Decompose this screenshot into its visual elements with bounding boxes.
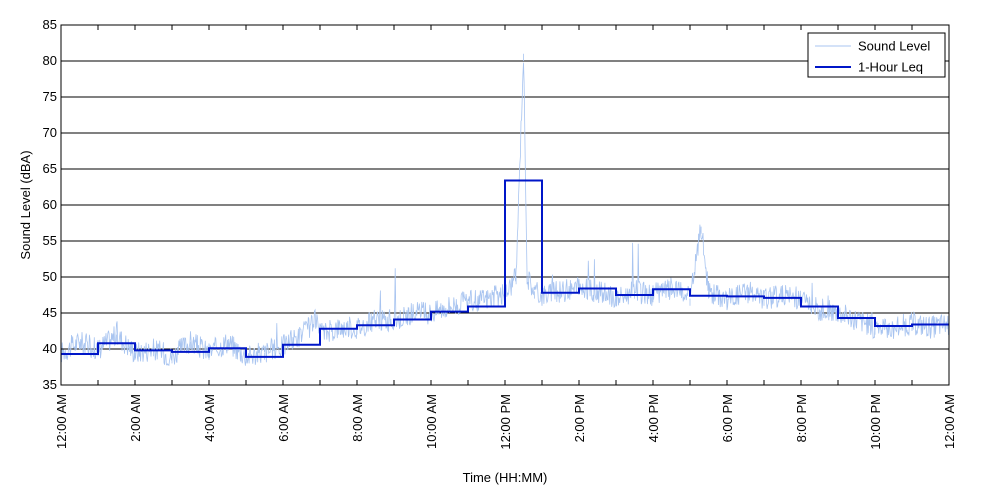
x-tick-label: 4:00 AM	[202, 394, 217, 442]
y-tick-label: 60	[43, 197, 57, 212]
x-tick-label: 2:00 PM	[572, 394, 587, 442]
legend: Sound Level 1-Hour Leq	[807, 32, 946, 78]
y-tick-label: 55	[43, 233, 57, 248]
x-tick-label: 12:00 PM	[498, 394, 513, 450]
x-tick-label: 12:00 AM	[942, 394, 957, 449]
y-tick-label: 70	[43, 125, 57, 140]
legend-label-leq: 1-Hour Leq	[858, 60, 923, 75]
y-tick-label: 40	[43, 341, 57, 356]
y-axis-label: Sound Level (dBA)	[18, 150, 33, 259]
x-tick-label: 6:00 PM	[720, 394, 735, 442]
y-tick-label: 50	[43, 269, 57, 284]
legend-box	[807, 32, 946, 78]
y-tick-label: 65	[43, 161, 57, 176]
y-tick-label: 75	[43, 89, 57, 104]
x-tick-label: 8:00 AM	[350, 394, 365, 442]
x-axis-label: Time (HH:MM)	[463, 470, 548, 485]
series-1-hour-leq	[61, 179, 949, 358]
x-tick-label: 4:00 PM	[646, 394, 661, 442]
x-tick-label: 6:00 AM	[276, 394, 291, 442]
y-tick-label: 85	[43, 17, 57, 32]
x-tick-label: 8:00 PM	[794, 394, 809, 442]
x-tick-label: 2:00 AM	[128, 394, 143, 442]
ticks: 35 40 45 50 55 60 65 70 75 80 85 12:00 AM 2:00 AM 4:0…	[43, 17, 957, 450]
x-tick-label: 10:00 AM	[424, 394, 439, 449]
legend-label-sound-level: Sound Level	[858, 39, 930, 54]
y-tick-label: 80	[43, 53, 57, 68]
x-tick-label: 12:00 AM	[54, 394, 69, 449]
series-layer	[60, 53, 950, 367]
x-tick-label: 10:00 PM	[868, 394, 883, 450]
y-tick-label: 35	[43, 377, 57, 392]
y-tick-label: 45	[43, 305, 57, 320]
